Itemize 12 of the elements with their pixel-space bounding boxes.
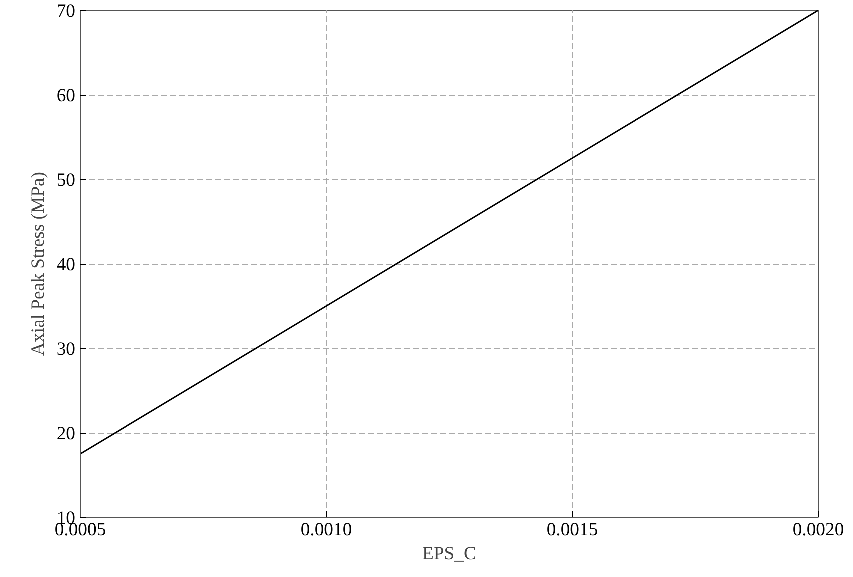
y-tick-label: 50 [56, 170, 76, 191]
y-tick-label: 40 [56, 254, 76, 276]
y-tick-label: 70 [56, 1, 76, 22]
y-tick-label: 60 [56, 86, 76, 106]
line-series [80, 10, 818, 455]
x-tick-label: 0.0020 [792, 520, 844, 540]
x-axis-title: EPS_C [422, 544, 476, 564]
y-tick-label: 20 [56, 424, 76, 444]
x-tick-label: 0.0010 [300, 520, 352, 540]
y-tick-label: 30 [56, 339, 76, 360]
x-tick-label: 0.0015 [546, 520, 598, 540]
y-axis-title: Axial Peak Stress (MPa) [28, 172, 49, 356]
